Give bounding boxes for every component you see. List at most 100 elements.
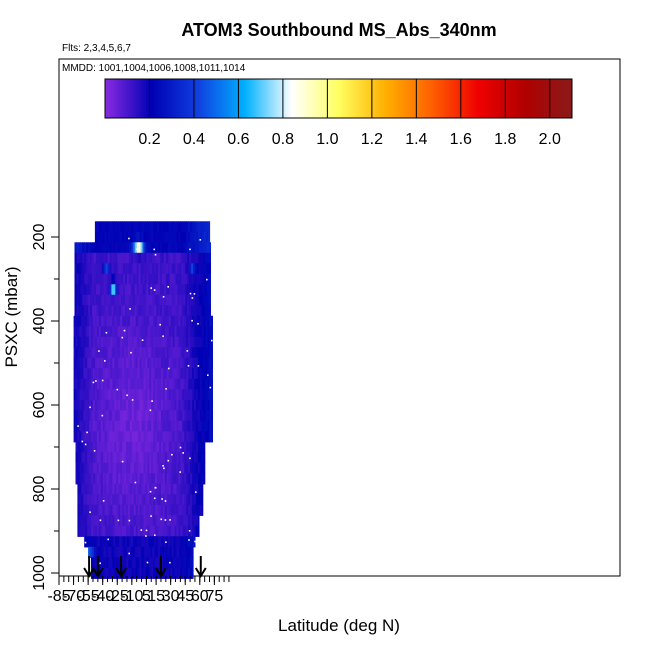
heatmap-cell [179,536,182,548]
heatmap-cell [75,389,78,401]
heatmap-cell [170,494,174,506]
heatmap-cell [137,462,141,474]
heatmap-cell [180,326,183,338]
heatmap-cell [102,231,106,243]
data-speck [92,381,95,384]
heatmap-cell [94,515,98,527]
heatmap-cell [182,431,185,443]
heatmap-cell [94,294,97,306]
data-speck [136,248,138,251]
heatmap-cell [170,462,174,474]
heatmap-cell [187,305,190,317]
heatmap-cell [179,294,182,306]
heatmap-cell [96,494,100,506]
heatmap-cell [83,389,86,401]
heatmap-cell [116,347,119,359]
heatmap-cell [107,294,110,306]
heatmap-cell [164,462,168,474]
heatmap-cell [168,420,172,432]
heatmap-cell [168,494,172,506]
heatmap-cell [166,494,170,506]
heatmap-cell [126,420,129,432]
heatmap-cell [164,557,168,569]
heatmap-cell [94,315,98,327]
heatmap-cell [106,399,110,411]
heatmap-cell [184,557,187,569]
heatmap-cell [197,221,201,233]
heatmap-cell [173,546,177,558]
heatmap-cell [114,389,117,401]
heatmap-cell [161,504,164,516]
data-speck [163,467,165,470]
heatmap-cell [100,347,104,359]
heatmap-cell [104,420,108,432]
heatmap-cell [148,536,151,548]
heatmap-cell [96,515,100,527]
heatmap-cell [125,305,128,317]
heatmap-cell [178,557,181,569]
heatmap-cell [181,263,184,275]
heatmap-cell [180,315,183,327]
heatmap-cell [93,357,96,369]
heatmap-cell [120,494,123,506]
heatmap-cell [168,483,172,495]
heatmap-cell [176,221,179,233]
heatmap-cell [159,231,162,243]
heatmap-cell [180,431,183,443]
heatmap-cell [93,483,96,495]
heatmap-cell [130,263,134,275]
heatmap-cell [141,452,144,464]
heatmap-cell [211,420,213,432]
heatmap-cell [92,294,95,306]
heatmap-cell [138,263,142,275]
heatmap-cell [172,231,176,243]
heatmap-cell [168,315,172,327]
heatmap-cell [83,410,86,422]
heatmap-cell [111,536,114,548]
heatmap-cell [106,368,110,380]
heatmap-cell [182,441,185,453]
heatmap-cell [74,294,77,306]
heatmap-cell [91,336,94,348]
heatmap-cell [151,410,154,422]
heatmap-cell [195,357,199,369]
heatmap-cells [73,221,213,579]
heatmap-cell [164,315,168,327]
data-speck [116,388,119,391]
heatmap-cell [134,536,138,548]
x-tick-label: 15 [147,588,165,605]
heatmap-cell [197,504,201,516]
heatmap-cell [74,242,77,254]
heatmap-cell [122,483,125,495]
heatmap-cell [149,399,152,411]
heatmap-cell [198,284,202,296]
heatmap-cell [182,557,185,569]
heatmap-cell [192,567,194,579]
heatmap-cell [112,347,115,359]
heatmap-cell [182,473,185,485]
heatmap-cell [128,305,132,317]
heatmap-cell [201,389,205,401]
heatmap-cell [191,536,194,548]
heatmap-cell [186,441,189,453]
heatmap-cell [175,546,178,558]
heatmap-cell [202,284,206,296]
heatmap-cell [156,294,159,306]
heatmap-cell [168,515,172,527]
heatmap-cell [178,410,181,422]
heatmap-cell [188,231,191,243]
heatmap-cell [114,420,117,432]
heatmap-cell [179,305,182,317]
heatmap-cell [77,525,80,537]
heatmap-cell [205,389,209,401]
heatmap-cell [168,378,172,390]
heatmap-cell [184,473,187,485]
heatmap-cell [155,420,158,432]
heatmap-cell [197,336,201,348]
heatmap-cell [127,347,131,359]
heatmap-cell [121,263,124,275]
heatmap-cell [116,452,119,464]
heatmap-cell [104,483,108,495]
heatmap-cell [98,525,102,537]
heatmap-cell [209,326,212,338]
